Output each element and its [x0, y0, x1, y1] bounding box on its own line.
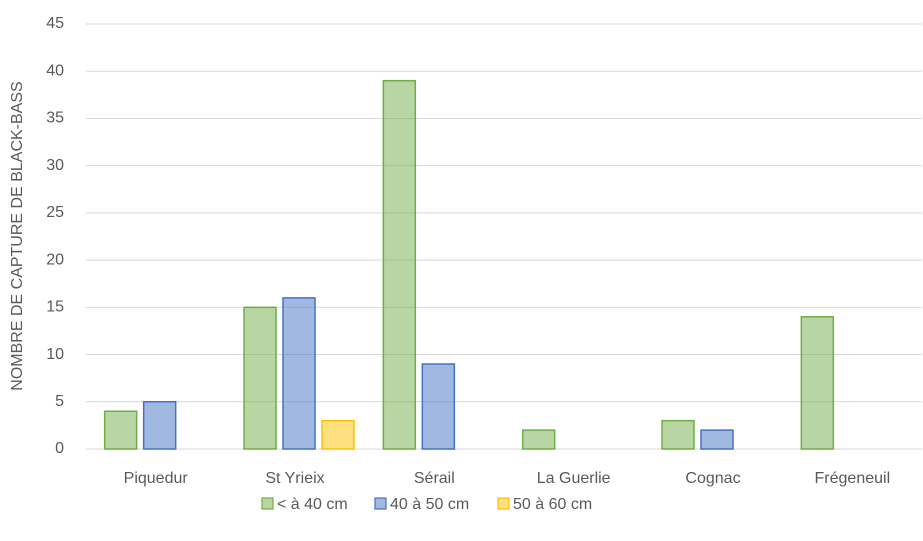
y-tick-label: 5	[55, 393, 64, 410]
x-tick-label: Sérail	[414, 470, 455, 487]
y-tick-label: 45	[46, 15, 64, 32]
legend-label: < à 40 cm	[277, 496, 348, 513]
y-axis-label: NOMBRE DE CAPTURE DE BLACK-BASS	[9, 81, 26, 390]
legend-label: 50 à 60 cm	[513, 496, 592, 513]
bar	[321, 419, 355, 450]
bar	[800, 316, 835, 450]
y-tick-label: 30	[46, 157, 64, 174]
y-tick-label: 20	[46, 251, 64, 268]
x-tick-label: St Yrieix	[265, 470, 324, 487]
x-tick-label: Piquedur	[124, 470, 189, 487]
bar	[382, 79, 417, 450]
y-tick-label: 35	[46, 110, 64, 127]
bar	[243, 306, 277, 450]
y-tick-label: 15	[46, 299, 64, 316]
bar	[421, 363, 456, 450]
bar	[142, 401, 177, 450]
x-tick-label: Cognac	[685, 470, 740, 487]
bar	[103, 410, 138, 450]
bar	[700, 429, 734, 450]
legend-label: 40 à 50 cm	[390, 496, 469, 513]
x-tick-label: La Guerlie	[537, 470, 611, 487]
bar	[661, 419, 695, 450]
legend-swatch	[261, 497, 274, 510]
bar	[282, 297, 316, 450]
y-tick-label: 10	[46, 346, 64, 363]
y-tick-label: 25	[46, 204, 64, 221]
x-tick-label: Frégeneuil	[815, 470, 891, 487]
y-tick-label: 40	[46, 62, 64, 79]
legend-swatch	[497, 497, 510, 510]
y-tick-label: 0	[55, 440, 64, 457]
bar	[521, 429, 556, 450]
legend-swatch	[374, 497, 387, 510]
